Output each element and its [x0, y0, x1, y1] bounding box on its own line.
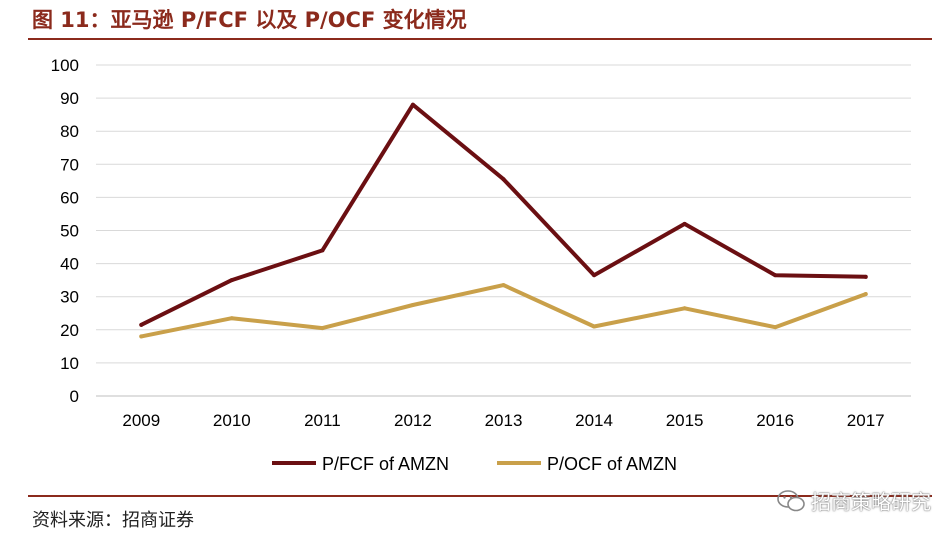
series-1-point	[410, 102, 415, 107]
series-2-point	[229, 316, 234, 321]
x-tick-label: 2013	[485, 411, 523, 430]
y-tick-label: 60	[60, 188, 79, 207]
x-tick-label: 2011	[304, 411, 341, 430]
x-tick-label: 2014	[575, 411, 613, 430]
x-tick-label: 2016	[756, 411, 794, 430]
y-tick-label: 70	[60, 155, 79, 174]
series-1-point	[320, 248, 325, 253]
series-1-point	[863, 274, 868, 279]
series-1-point	[592, 273, 597, 278]
x-tick-label: 2009	[122, 411, 160, 430]
series-2-point	[592, 324, 597, 329]
series-line-2	[139, 283, 868, 339]
y-tick-label: 40	[60, 255, 79, 274]
y-tick-label: 20	[60, 321, 79, 340]
footer-divider	[28, 495, 932, 497]
series-2-point	[410, 302, 415, 307]
series-2-point	[863, 292, 868, 297]
wechat-icon	[777, 489, 805, 511]
watermark: 招商策略研究	[777, 486, 931, 515]
x-tick-label: 2015	[666, 411, 704, 430]
y-tick-label: 90	[60, 89, 79, 108]
x-tick-label: 2012	[394, 411, 432, 430]
series-2-point	[682, 306, 687, 311]
series-2-point	[773, 325, 778, 330]
series-1-point	[682, 221, 687, 226]
series-2-point	[139, 334, 144, 339]
series-1-point	[773, 273, 778, 278]
y-tick-label: 100	[51, 56, 79, 75]
y-tick-label: 30	[60, 288, 79, 307]
series-1-point	[229, 278, 234, 283]
series-2-point	[501, 283, 506, 288]
x-tick-label: 2010	[213, 411, 251, 430]
source-note: 资料来源：招商证券	[32, 510, 194, 531]
figure-title: 图 11：亚马逊 P/FCF 以及 P/OCF 变化情况	[32, 8, 467, 32]
y-tick-label: 50	[60, 222, 79, 241]
series-2-point	[320, 326, 325, 331]
watermark-text: 招商策略研究	[811, 490, 931, 514]
legend-label-2: P/OCF of AMZN	[547, 454, 677, 474]
series-line-1	[139, 102, 868, 327]
series-1-point	[501, 177, 506, 182]
title-divider	[28, 38, 932, 40]
legend-label-1: P/FCF of AMZN	[322, 454, 449, 474]
y-tick-label: 10	[60, 354, 79, 373]
series-1-point	[139, 322, 144, 327]
x-tick-label: 2017	[847, 411, 885, 430]
line-chart: 0 10 20 30 40 50 60 70 80 90 100 2009 2010 2011 2012 20…	[51, 56, 911, 474]
y-tick-label: 80	[60, 122, 79, 141]
y-tick-label: 0	[70, 387, 79, 406]
